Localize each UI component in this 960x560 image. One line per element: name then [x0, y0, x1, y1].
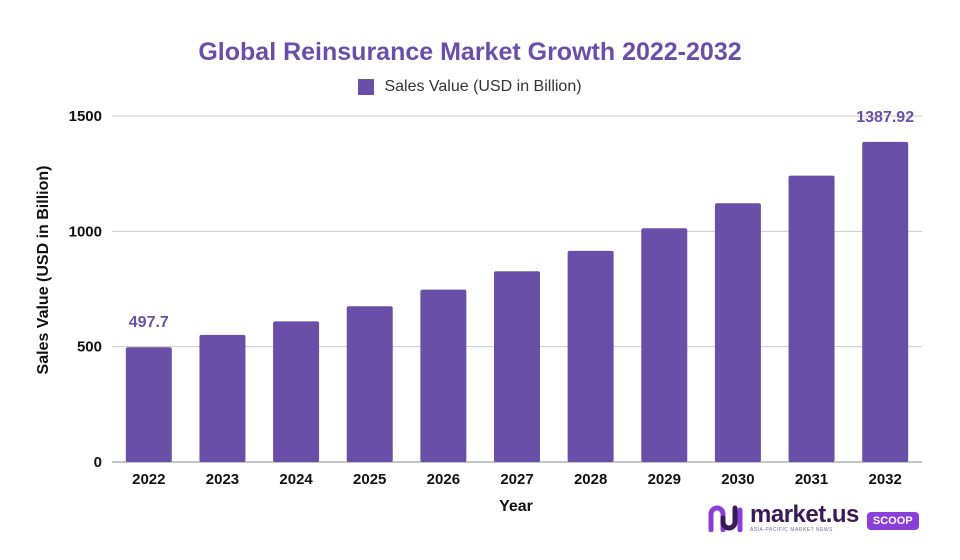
x-tick-label: 2030	[721, 471, 754, 488]
brand-watermark: market.us ASIA-PACIFIC MARKET NEWS SCOOP	[708, 500, 930, 536]
y-tick-label: 1500	[69, 108, 102, 125]
x-tick-label: 2029	[648, 471, 681, 488]
brand-badge: SCOOP	[866, 512, 919, 530]
chart-title: Global Reinsurance Market Growth 2022-20…	[198, 38, 742, 66]
bars	[125, 141, 909, 463]
legend-swatch	[358, 79, 375, 95]
bar-2029	[641, 228, 688, 462]
bar-2023	[199, 334, 246, 462]
x-tick-label: 2031	[795, 471, 828, 488]
brand-tagline: ASIA-PACIFIC MARKET NEWS	[750, 527, 833, 533]
x-tick-label: 2027	[500, 471, 533, 488]
data-label: 497.7	[129, 314, 169, 331]
bar-2027	[494, 271, 540, 462]
brand-name: market.us	[750, 501, 859, 528]
bar-2024	[273, 321, 320, 462]
bar-2032	[862, 141, 909, 462]
bar-2031	[788, 175, 835, 463]
bar-2022	[125, 347, 172, 462]
bar-2026	[420, 289, 467, 462]
y-tick-label: 0	[94, 454, 102, 471]
market-us-logo-icon	[708, 505, 743, 532]
legend: Sales Value (USD in Billion)	[0, 78, 940, 96]
legend-label: Sales Value (USD in Billion)	[384, 78, 582, 95]
bar-2025	[346, 306, 393, 462]
x-tick-label: 2024	[279, 471, 313, 488]
x-tick-label: 2026	[427, 471, 460, 488]
brand-text: market.us ASIA-PACIFIC MARKET NEWS	[750, 503, 859, 533]
y-tick-label: 1000	[69, 223, 102, 240]
data-label: 1387.92	[856, 109, 914, 126]
x-tick-label: 2032	[868, 471, 901, 488]
x-tick-label: 2023	[206, 471, 239, 488]
x-tick-label: 2022	[132, 471, 165, 488]
data-labels: 497.7 1387.92	[129, 109, 914, 331]
x-axis-ticks: 2022 2023 2024 2025 2026 2027 2028 2029 2030 2031…	[132, 471, 902, 488]
bar-2030	[714, 203, 761, 462]
bar-2028	[567, 250, 614, 462]
x-tick-label: 2025	[353, 471, 386, 488]
x-axis-label: Year	[499, 498, 533, 515]
y-axis-ticks: 0 500 1000 1500	[69, 108, 102, 471]
x-tick-label: 2028	[574, 471, 607, 488]
y-tick-label: 500	[77, 339, 102, 356]
y-axis-label: Sales Value (USD in Billion)	[35, 165, 52, 375]
